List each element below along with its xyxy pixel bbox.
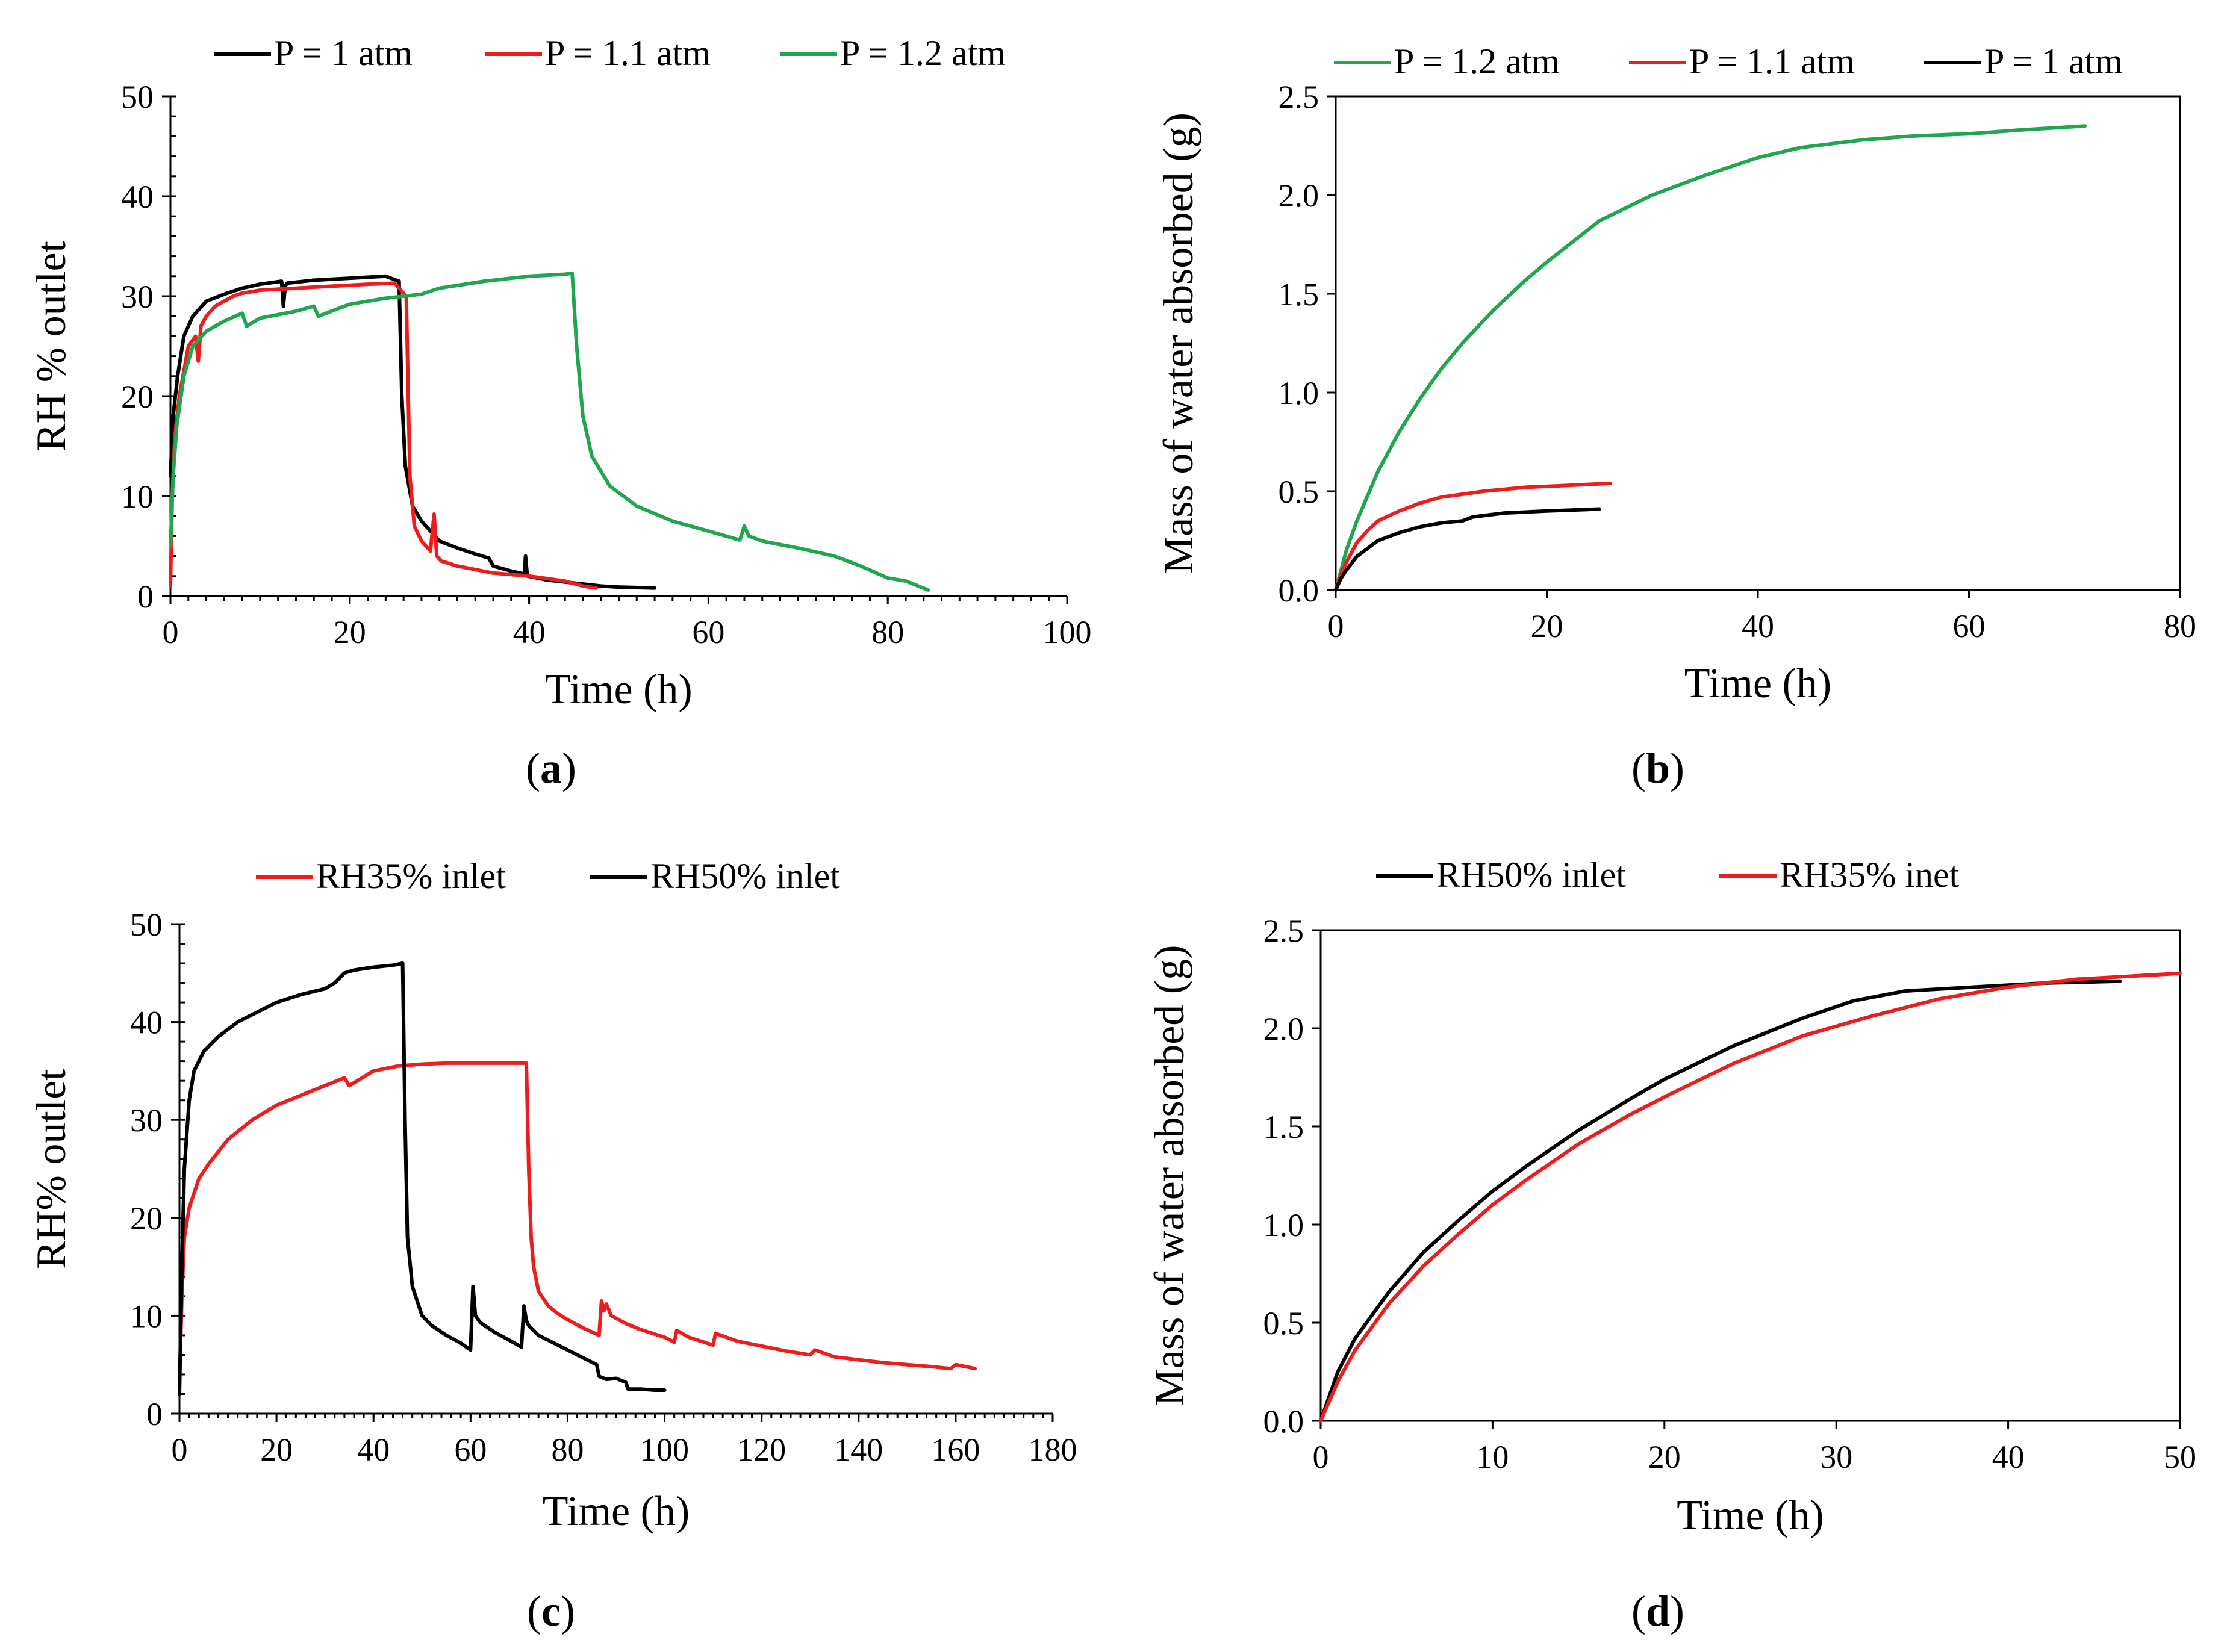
- x-axis-label: Time (h): [1677, 1492, 1824, 1539]
- axis-lines: [178, 924, 1053, 1415]
- y-axis-label: RH% outlet: [28, 1069, 75, 1269]
- x-axis-label: Time (h): [545, 666, 692, 713]
- y-tick-label: 20: [121, 379, 154, 415]
- series-line-a-2: [169, 271, 930, 592]
- series-line-c-1: [178, 961, 667, 1396]
- x-tick-label: 100: [640, 1432, 689, 1468]
- y-tick-label: 1.0: [1279, 375, 1319, 411]
- x-tick-label: 0: [1313, 1439, 1329, 1475]
- series-line-b-2: [1334, 507, 1602, 592]
- y-tick-label: 2.0: [1263, 1011, 1304, 1047]
- y-tick-label: 10: [130, 1298, 163, 1334]
- y-tick-label: 40: [130, 1005, 163, 1041]
- y-tick-label: 50: [121, 79, 154, 115]
- x-tick-label: 120: [737, 1432, 786, 1468]
- x-tick-label: 40: [513, 614, 546, 650]
- y-tick-label: 0: [146, 1396, 163, 1432]
- y-tick-label: 2.5: [1263, 913, 1304, 949]
- y-axis-label: RH % outlet: [28, 240, 75, 452]
- y-axis-label: Mass of water absorbed (g): [1147, 945, 1193, 1406]
- series-line-d-1: [1319, 971, 2182, 1423]
- y-tick-label: 1.5: [1263, 1109, 1304, 1145]
- legend-label: RH35% inlet: [316, 856, 506, 896]
- legend-label: RH50% inlet: [650, 856, 840, 896]
- x-tick-label: 60: [454, 1432, 487, 1468]
- panel-label: (c): [527, 1587, 575, 1635]
- x-tick-label: 40: [357, 1432, 390, 1468]
- x-tick-label: 0: [1328, 608, 1344, 644]
- series-line-a-1: [169, 281, 599, 590]
- legend-label: P = 1.1 atm: [545, 33, 711, 73]
- y-tick-label: 10: [121, 479, 154, 515]
- panel-d: 0 10 20 30 40 50 0.0 0.5 1.0 1.5 2.0 2.5 RH50% inlet…: [1147, 855, 2196, 1635]
- panel-c: 0 20 40 60 80 100 120 140 160 180 0 10 20 30 40 50 RH35%…: [28, 856, 1077, 1635]
- y-tick-label: 2.5: [1279, 79, 1319, 115]
- x-tick-label: 40: [1742, 608, 1774, 644]
- x-tick-label: 0: [163, 614, 179, 650]
- x-tick-label: 20: [334, 614, 366, 650]
- x-tick-label: 20: [1648, 1439, 1681, 1475]
- x-tick-label: 180: [1029, 1432, 1077, 1468]
- x-tick-label: 50: [2164, 1439, 2196, 1475]
- legend-label: RH50% inlet: [1436, 855, 1626, 895]
- legend-label: P = 1.2 atm: [1394, 42, 1560, 81]
- legend-label: RH35% inet: [1780, 855, 1960, 895]
- y-tick-label: 50: [130, 907, 163, 943]
- x-tick-label: 140: [834, 1432, 883, 1468]
- series-line-c-0: [178, 1061, 977, 1386]
- series-line-b-1: [1334, 481, 1612, 592]
- plot-frame: [1319, 929, 2181, 1422]
- x-tick-label: 160: [931, 1432, 980, 1468]
- x-tick-label: 0: [172, 1432, 188, 1468]
- x-tick-label: 20: [260, 1432, 293, 1468]
- legend-label: P = 1.1 atm: [1689, 42, 1855, 81]
- panel-label: (d): [1631, 1587, 1684, 1635]
- axis-lines: [169, 96, 1067, 597]
- x-tick-label: 60: [1953, 608, 1986, 644]
- x-tick-label: 30: [1820, 1439, 1852, 1475]
- x-tick-label: 10: [1476, 1439, 1509, 1475]
- y-tick-label: 30: [130, 1102, 163, 1138]
- y-tick-label: 0.5: [1279, 474, 1319, 510]
- x-tick-label: 40: [1992, 1439, 2025, 1475]
- y-tick-label: 30: [121, 279, 154, 315]
- series-line-d-0: [1319, 979, 2122, 1423]
- y-tick-label: 40: [121, 179, 154, 215]
- x-tick-label: 20: [1531, 608, 1563, 644]
- y-tick-label: 0.5: [1263, 1305, 1304, 1341]
- y-tick-label: 0.0: [1279, 573, 1319, 609]
- x-tick-label: 60: [692, 614, 724, 650]
- panel-a: 0 20 40 60 80 100 0 10 20 30 40 50 P = 1 atm P = 1.1 …: [28, 33, 1092, 792]
- panel-label: (b): [1631, 744, 1684, 792]
- x-tick-label: 80: [2164, 608, 2196, 644]
- y-tick-label: 0: [137, 579, 154, 615]
- y-tick-label: 1.0: [1263, 1207, 1304, 1243]
- x-tick-label: 80: [551, 1432, 584, 1468]
- y-axis-label: Mass of water absorbed (g): [1156, 113, 1202, 574]
- x-axis-label: Time (h): [1684, 660, 1831, 707]
- panel-b: 0 20 40 60 80 0.0 0.5 1.0 1.5 2.0 2.5 P = 1.2 atm P …: [1156, 42, 2196, 792]
- legend-label: P = 1 atm: [1984, 42, 2123, 81]
- y-tick-label: 0.0: [1263, 1403, 1304, 1439]
- legend-label: P = 1.2 atm: [840, 33, 1006, 73]
- x-tick-label: 100: [1043, 614, 1092, 650]
- series-line-a-0: [169, 274, 657, 590]
- series-line-b-0: [1334, 124, 2087, 592]
- legend-label: P = 1 atm: [274, 33, 413, 73]
- y-tick-label: 2.0: [1279, 178, 1319, 214]
- y-tick-label: 1.5: [1279, 276, 1319, 312]
- x-axis-label: Time (h): [543, 1488, 690, 1535]
- x-tick-label: 80: [871, 614, 904, 650]
- y-tick-label: 20: [130, 1200, 163, 1237]
- panel-label: (a): [526, 744, 576, 792]
